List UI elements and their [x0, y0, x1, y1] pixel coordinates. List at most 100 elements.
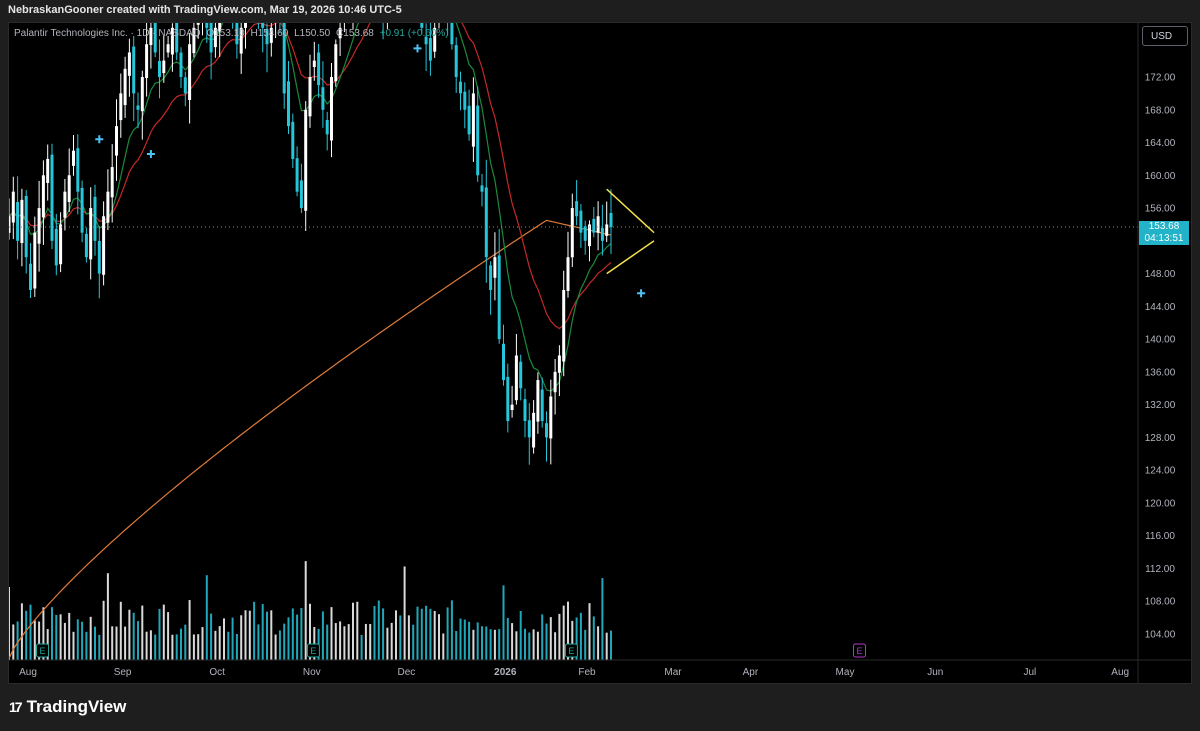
candle-body	[76, 148, 80, 192]
volume-bar	[158, 608, 161, 660]
candle-body	[67, 175, 71, 203]
candle-body	[433, 27, 437, 52]
candle-body	[450, 23, 454, 45]
volume-bar	[339, 621, 342, 660]
candle-body	[592, 218, 596, 233]
volume-bar	[515, 631, 518, 660]
candle-body	[119, 93, 123, 121]
y-tick-label: 116.00	[1145, 531, 1175, 542]
volume-bar	[442, 633, 445, 660]
volume-bar	[12, 624, 15, 660]
volume-bar	[137, 621, 139, 660]
volume-bar	[399, 615, 402, 660]
candle-body	[428, 37, 432, 61]
volume-bar	[554, 632, 557, 660]
candle-body	[231, 0, 234, 11]
volume-bar	[180, 628, 182, 660]
candle-body	[312, 60, 316, 67]
volume-bar	[115, 626, 118, 660]
candle-body	[16, 202, 20, 241]
y-tick-label: 104.00	[1145, 630, 1176, 641]
candle-body	[304, 109, 308, 211]
volume-bar	[605, 632, 608, 660]
volume-bar	[433, 610, 436, 660]
volume-bar	[558, 613, 561, 660]
candle-body	[454, 45, 458, 77]
tradingview-logo-text: TradingView	[26, 697, 127, 716]
volume-bar	[205, 575, 208, 660]
last-price-tag: 153.68 04:13:51	[1139, 221, 1189, 245]
volume-bar	[167, 612, 170, 660]
header-credit: NebraskanGooner created with TradingView…	[8, 4, 402, 16]
volume-bar	[459, 618, 462, 660]
candle-body	[282, 23, 286, 94]
y-tick-label: 164.00	[1145, 138, 1176, 149]
candle-body	[84, 233, 88, 258]
volume-bar	[51, 607, 53, 660]
volume-bar	[472, 629, 475, 660]
candle-body	[506, 376, 510, 422]
volume-bar	[313, 626, 316, 660]
candle-body	[596, 216, 600, 233]
candle-body	[63, 191, 67, 218]
earnings-badge-label: E	[568, 646, 574, 656]
candle-body	[24, 195, 28, 258]
volume-bar	[425, 605, 428, 660]
volume-bar	[541, 614, 544, 660]
volume-bar	[412, 624, 415, 660]
candle-body	[102, 216, 106, 275]
x-tick-label: Mar	[664, 667, 682, 678]
x-tick-label: Nov	[303, 667, 321, 678]
signal-marker-icon	[95, 135, 104, 144]
earnings-badge-icon	[564, 643, 578, 658]
candle-body	[179, 52, 183, 77]
volume-bar	[145, 631, 148, 660]
chart-frame[interactable]	[8, 22, 1192, 684]
candle-body	[162, 60, 166, 74]
candle-body	[562, 289, 566, 362]
candle-body	[213, 27, 217, 48]
volume-bar	[588, 603, 591, 660]
volume-bar	[111, 626, 114, 660]
x-tick-label: Aug	[19, 667, 37, 678]
legend-close: C153.68	[336, 28, 374, 39]
volume-bar	[283, 623, 286, 660]
volume-bar	[304, 561, 307, 660]
y-tick-label: 112.00	[1145, 564, 1175, 575]
candle-body	[390, 0, 393, 3]
volume-bar	[506, 617, 509, 660]
tradingview-logo[interactable]: 17 TradingView	[9, 697, 126, 717]
volume-bar	[330, 607, 333, 660]
volume-bar	[171, 634, 174, 660]
earnings-badge-label: E	[856, 646, 862, 656]
tradingview-logo-icon: 17	[9, 699, 23, 715]
volume-bar	[352, 602, 354, 660]
volume-bar	[132, 612, 135, 660]
volume-bar	[149, 630, 152, 660]
candle-body	[299, 180, 303, 209]
candle-body	[132, 46, 136, 94]
candle-body	[334, 44, 338, 82]
candle-body	[192, 27, 196, 54]
volume-bar	[197, 634, 200, 660]
legend-open: O153.10	[206, 28, 245, 39]
candle-body	[484, 187, 488, 258]
volume-bar	[420, 608, 423, 660]
signal-marker-icon	[413, 44, 422, 53]
signal-marker-icon	[637, 289, 646, 298]
volume-bar	[291, 608, 294, 660]
header-bar: NebraskanGooner created with TradingView…	[0, 0, 1200, 22]
currency-button[interactable]: USD	[1142, 26, 1188, 46]
bar-countdown: 04:13:51	[1144, 233, 1184, 244]
y-tick-label: 168.00	[1145, 105, 1176, 116]
candle-body	[123, 68, 127, 106]
legend-symbol: Palantir Technologies Inc. · 1D · NASDAQ	[14, 28, 201, 39]
candle-body	[20, 199, 24, 244]
x-tick-label: Apr	[743, 667, 759, 678]
candle-body	[223, 0, 226, 5]
volume-bar	[321, 611, 324, 660]
volume-bar	[481, 626, 483, 660]
volume-bar	[154, 634, 157, 660]
